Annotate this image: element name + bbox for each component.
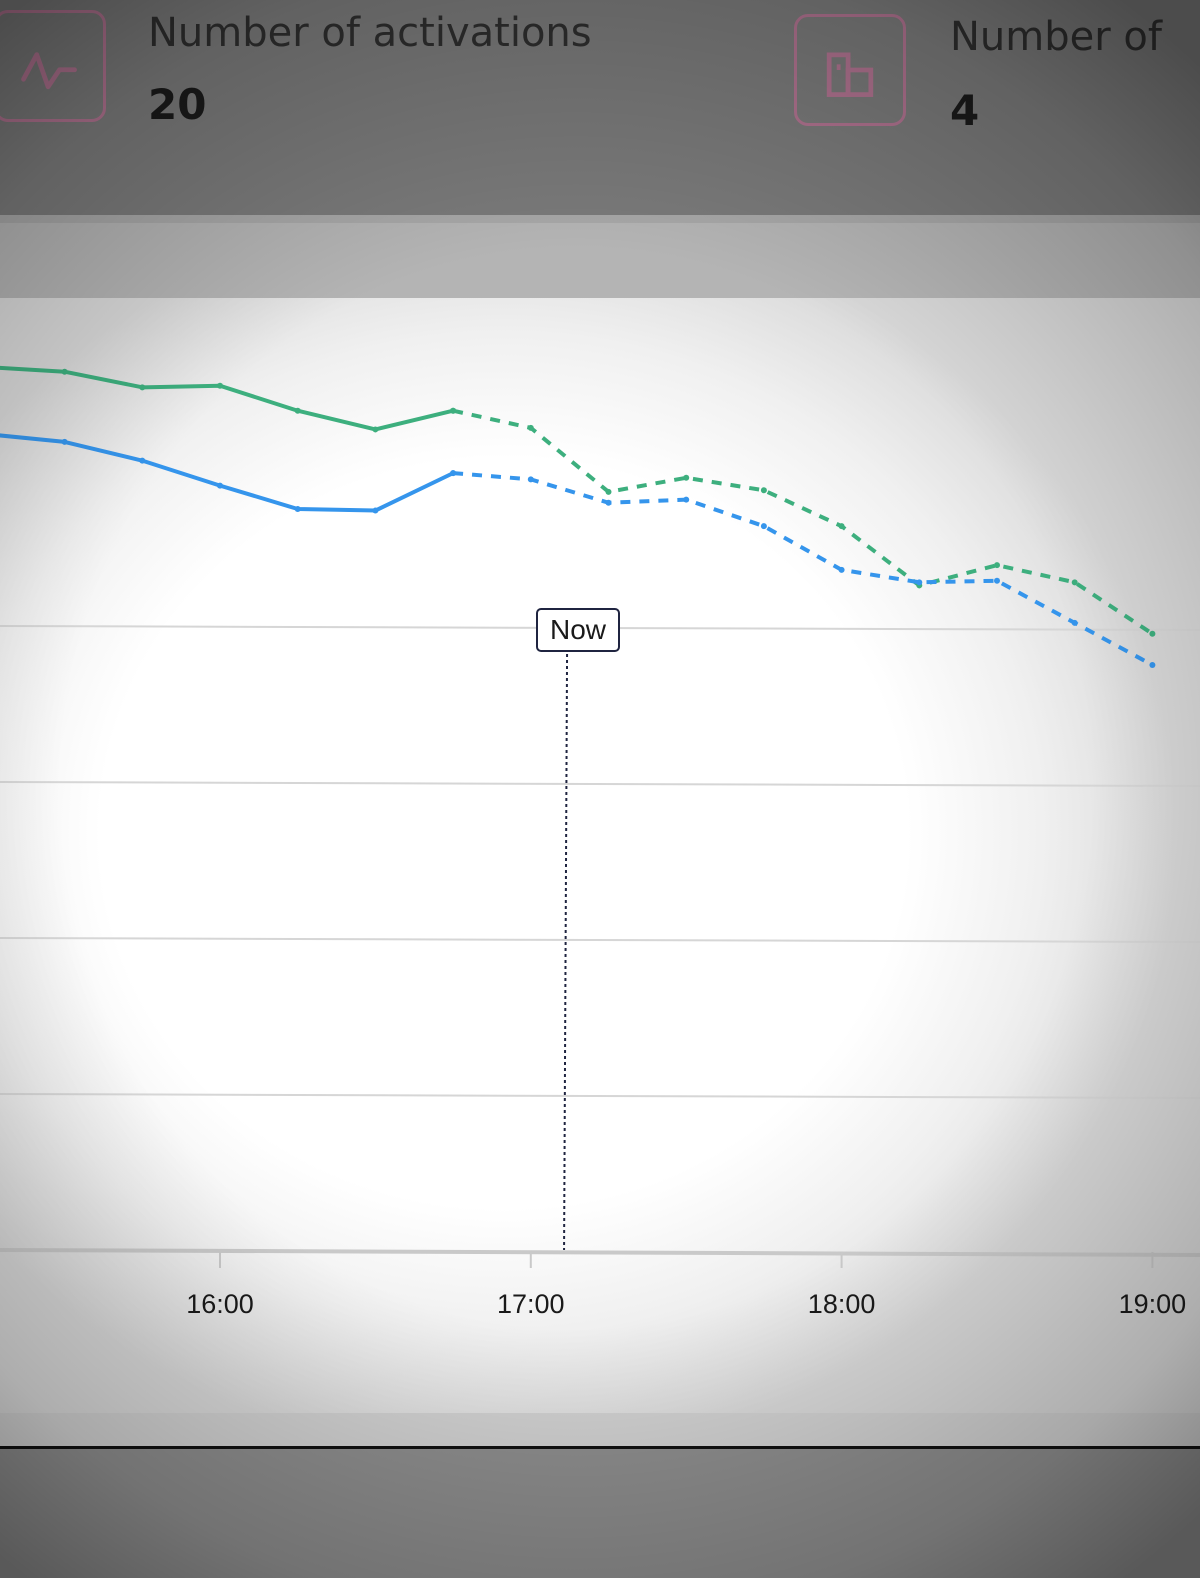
series-blue-point [527, 476, 534, 483]
series-green-point [294, 407, 301, 414]
building-icon [794, 14, 906, 126]
gridline [0, 781, 1200, 787]
x-tick-label: 19:00 [1119, 1289, 1187, 1319]
section-gap [0, 223, 1200, 298]
series-green-point [139, 384, 146, 391]
x-tick-label: 16:00 [186, 1289, 254, 1319]
series-green-forecast-line [452, 408, 1154, 636]
series-blue-point [916, 579, 923, 586]
series-blue-point [372, 507, 379, 514]
stat-card-activations: Number of activations 20 [0, 0, 760, 215]
series-green-point [838, 523, 845, 530]
series-green-point [605, 488, 612, 495]
series-blue-point [139, 457, 146, 464]
series-green-point [372, 426, 379, 433]
gridline [0, 937, 1200, 943]
series-blue-point [760, 523, 767, 530]
section-divider [0, 215, 1200, 223]
series-blue-line [0, 433, 454, 513]
series-blue-point [1149, 662, 1156, 668]
panel-bottom-border [0, 1446, 1200, 1449]
series-blue-point [217, 482, 223, 489]
series-green-point [760, 487, 767, 494]
series-green-point [1071, 579, 1078, 586]
series-blue-point [61, 438, 68, 445]
series-blue-point [838, 566, 845, 573]
series-blue-forecast-line [452, 471, 1154, 667]
stats-bar: Number of activations 20 Number of 4 [0, 0, 1200, 215]
series-green-point [683, 474, 690, 481]
page-footer-area [0, 1449, 1200, 1578]
stat-card-count: Number of 4 [790, 0, 1200, 215]
series-green-point [450, 407, 457, 414]
series-blue-point [294, 506, 301, 512]
x-tick-label: 18:00 [808, 1289, 876, 1319]
series-green-point [994, 562, 1000, 569]
activity-icon-graphic [21, 52, 77, 90]
chart-panel [0, 298, 1200, 1413]
series-green-point [527, 424, 534, 431]
stat-value: 4 [950, 86, 980, 135]
now-marker-line [563, 653, 569, 1251]
building-icon-graphic [826, 52, 874, 97]
stat-value: 20 [148, 80, 207, 129]
series-blue-point [683, 496, 690, 503]
activity-icon [0, 10, 106, 122]
stat-label: Number of activations [148, 10, 592, 56]
now-marker-label: Now [536, 608, 620, 652]
series-blue-point [994, 577, 1000, 584]
series-green-line [0, 365, 454, 432]
x-axis-line [0, 1248, 1200, 1257]
gridline [0, 1093, 1200, 1099]
series-blue-point [450, 470, 457, 477]
series-green-point [1149, 630, 1156, 637]
series-green-point [61, 368, 68, 375]
stat-label: Number of [950, 14, 1162, 60]
x-tick-label: 17:00 [497, 1289, 565, 1319]
series-blue-point [1071, 619, 1078, 626]
series-blue-point [605, 499, 612, 506]
series-green-point [217, 382, 223, 389]
